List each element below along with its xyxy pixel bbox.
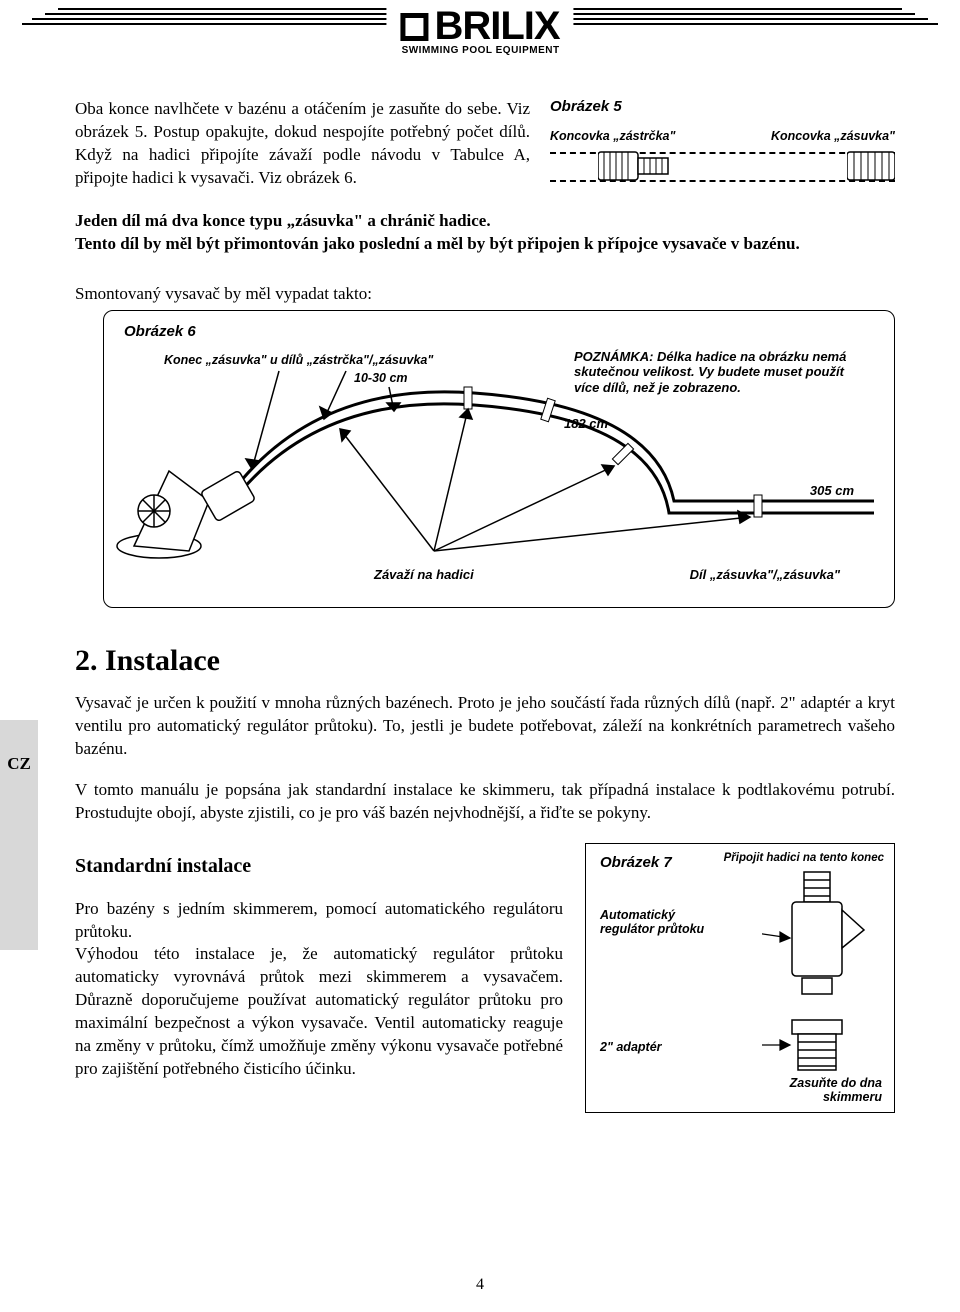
figure-7-regulator-label: Automatický regulátor průtoku (600, 908, 704, 936)
section-heading-installation: 2. Instalace (75, 644, 895, 678)
figure-5: Obrázek 5 Koncovka „zástrčka" Koncovka „… (550, 98, 895, 192)
figure-7-attach-label: Připojit hadici na tento konec (724, 852, 884, 864)
figure-7-adapter-label: 2" adaptér (600, 1040, 662, 1054)
install-paragraph-2: V tomto manuálu je popsána jak standardn… (75, 779, 895, 825)
intro-paragraph: Oba konce navlhčete v bazénu a otáčením … (75, 98, 530, 192)
bold-note-line-1: Jeden díl má dva konce typu „zásuvka" a … (75, 211, 491, 230)
bold-note: Jeden díl má dva konce typu „zásuvka" a … (75, 210, 895, 256)
figure-7-illustration (762, 870, 872, 1090)
bold-note-line-2: Tento díl by měl být přimontován jako po… (75, 234, 800, 253)
figure-7: Obrázek 7 Připojit hadici na tento konec… (585, 843, 895, 1113)
page-number: 4 (476, 1276, 484, 1294)
logo-square-icon (400, 13, 428, 41)
figure-7-title: Obrázek 7 (600, 854, 672, 871)
language-tab: CZ (0, 720, 38, 950)
male-connector-icon (598, 148, 670, 184)
figure-5-illustration (550, 146, 895, 192)
figure-6-title: Obrázek 6 (124, 323, 878, 340)
figure-5-title: Obrázek 5 (550, 98, 895, 115)
figure-5-female-label: Koncovka „zásuvka" (771, 129, 895, 143)
install-paragraph-1: Vysavač je určen k použití v mnoha různý… (75, 692, 895, 761)
figure-5-male-label: Koncovka „zástrčka" (550, 129, 675, 143)
install-paragraph-3a: Pro bazény s jedním skimmerem, pomocí au… (75, 898, 563, 944)
figure-6: Obrázek 6 Konec „zásuvka" u dílů „zástrč… (103, 310, 895, 608)
logo-text: BRILIX (434, 4, 559, 49)
logo-subtitle: SWIMMING POOL EQUIPMENT (400, 45, 559, 56)
female-connector-icon (847, 148, 895, 184)
brand-logo: BRILIX SWIMMING POOL EQUIPMENT (386, 0, 573, 58)
standard-install-heading: Standardní instalace (75, 853, 563, 880)
assembled-intro: Smontovaný vysavač by měl vypadat takto: (75, 284, 895, 304)
language-code: CZ (7, 754, 31, 774)
install-paragraph-3b: Výhodou této instalace je, že automatick… (75, 943, 563, 1081)
figure-6-illustration (114, 351, 874, 581)
